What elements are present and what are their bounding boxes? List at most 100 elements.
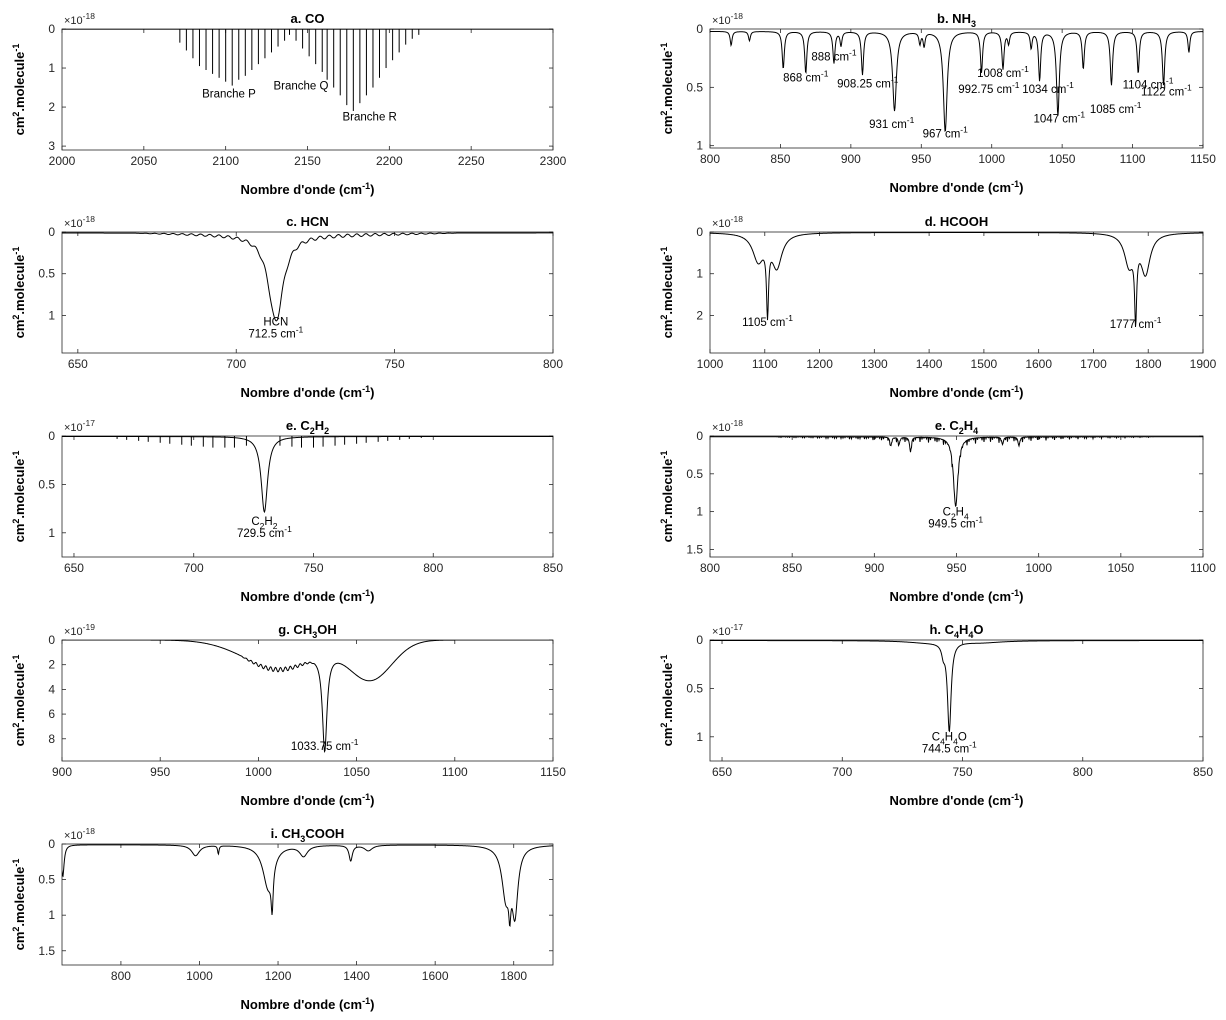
peak-annotation-wavenumber-superscript: -1 xyxy=(296,324,304,334)
y-exponent: ×10-18 xyxy=(712,214,743,230)
x-tick-label: 2250 xyxy=(458,154,485,168)
chart-panel-g: 900 950 1000 1050 1100 1150 0 2 4 6 8 ×10-19 g. CH3O… xyxy=(11,622,566,808)
x-axis-label-superscript: -1 xyxy=(1011,588,1019,598)
x-axis-label-close: ) xyxy=(1019,589,1023,604)
x-axis-label-superscript: -1 xyxy=(362,588,370,598)
x-tick-label: 750 xyxy=(385,357,405,371)
x-tick-label: 1000 xyxy=(1025,561,1052,575)
y-axis-label-text-2: .molecule xyxy=(12,867,27,927)
chart-title-text: d. HCOOH xyxy=(925,214,989,229)
peak-annotation-text: 1034 cm xyxy=(1022,84,1066,96)
y-exponent: ×10-18 xyxy=(64,214,95,230)
y-exponent-power: -17 xyxy=(83,418,96,428)
chart-title-subscript-2: 4 xyxy=(973,426,978,436)
x-tick-label: 2200 xyxy=(376,154,403,168)
peak-annotation: 1104 cm-1 xyxy=(1123,76,1174,92)
x-tick-label: 1000 xyxy=(186,969,213,983)
x-tick-label: 1100 xyxy=(1190,561,1216,575)
x-axis-label-superscript: -1 xyxy=(362,181,370,191)
x-axis-label-close: ) xyxy=(370,997,374,1012)
peak-annotation: 1008 cm-1 xyxy=(977,64,1029,80)
y-axis-label-text: cm xyxy=(12,932,27,951)
y-axis-label-text-2: .molecule xyxy=(12,52,27,112)
spectrum-line xyxy=(62,844,553,928)
y-tick-label: 1 xyxy=(696,139,703,153)
y-axis-label: cm2.molecule-1 xyxy=(659,247,675,339)
y-tick-label: 1 xyxy=(48,908,55,922)
y-axis-label-text: cm xyxy=(12,320,27,339)
y-exponent-base: ×10 xyxy=(712,626,731,638)
y-axis-label-superscript: 2 xyxy=(659,315,669,320)
chart-title: a. CO xyxy=(291,11,325,26)
peak-annotation-wavenumber: 949.5 cm-1 xyxy=(928,514,983,530)
chart-panel-i: 800 1000 1200 1400 1600 1800 0 0.5 1 1.5 ×10-18 i. … xyxy=(11,826,554,1012)
chart-title-text: c. HCN xyxy=(286,214,329,229)
x-axis-label-superscript: -1 xyxy=(362,996,370,1006)
spectrum-line xyxy=(710,30,1203,132)
y-axis-label-superscript-2: -1 xyxy=(11,451,21,459)
peak-annotation: 967 cm-1 xyxy=(923,125,969,141)
y-axis-label-text-2: .molecule xyxy=(12,663,27,723)
peak-annotation-text: 1104 cm xyxy=(1123,80,1166,92)
peak-annotation-superscript: -1 xyxy=(821,69,829,79)
y-axis-label-text: cm xyxy=(12,728,27,747)
x-tick-label: 950 xyxy=(911,152,931,166)
x-tick-label: 950 xyxy=(150,765,170,779)
x-axis-label-superscript: -1 xyxy=(362,384,370,394)
x-tick-label: 750 xyxy=(952,765,972,779)
y-axis-label-superscript-2: -1 xyxy=(659,655,669,663)
y-tick-label: 1 xyxy=(48,526,55,540)
y-tick-label: 0 xyxy=(48,225,55,239)
peak-annotation-superscript: -1 xyxy=(1078,109,1086,119)
y-axis-label-superscript-2: -1 xyxy=(659,43,669,51)
peak-annotation: C2H4 xyxy=(943,506,969,521)
peak-annotation-text: Branche Q xyxy=(273,81,328,93)
x-tick-label: 1150 xyxy=(1190,152,1216,166)
y-tick-label: 0 xyxy=(696,225,703,239)
series-group xyxy=(62,844,553,928)
x-tick-label: 1050 xyxy=(343,765,370,779)
y-exponent-base: ×10 xyxy=(64,626,83,638)
y-tick-label: 1 xyxy=(696,505,703,519)
y-tick-label: 3 xyxy=(48,139,55,153)
y-axis-label-superscript: 2 xyxy=(659,111,669,116)
y-axis-label: cm2.molecule-1 xyxy=(659,655,675,747)
x-tick-label: 800 xyxy=(111,969,131,983)
y-axis-label: cm2.molecule-1 xyxy=(11,247,27,339)
chart-title-text: e. C xyxy=(286,418,310,433)
y-exponent-power: -19 xyxy=(83,622,96,632)
y-axis-label-superscript: 2 xyxy=(11,519,21,524)
peak-annotation-subscript: 4 xyxy=(940,737,945,747)
peak-annotation-subscript-2: 2 xyxy=(273,521,278,531)
chart-title-subscript: 2 xyxy=(310,426,315,436)
peak-annotation-superscript: -1 xyxy=(960,125,968,135)
y-tick-label: 1 xyxy=(48,308,55,322)
x-axis-label-text: Nombre d'onde (cm xyxy=(241,997,363,1012)
x-axis-label: Nombre d'onde (cm-1) xyxy=(890,588,1024,604)
y-exponent: ×10-18 xyxy=(64,11,95,27)
y-axis-label-text-2: .molecule xyxy=(660,255,675,315)
x-tick-label: 1300 xyxy=(861,357,888,371)
x-axis-label-close: ) xyxy=(1019,180,1023,195)
y-exponent: ×10-17 xyxy=(712,622,743,638)
y-tick-label: 0.5 xyxy=(686,467,703,481)
peak-annotation: 1047 cm-1 xyxy=(1033,109,1085,125)
y-tick-label: 1 xyxy=(696,730,703,744)
x-axis-label-text: Nombre d'onde (cm xyxy=(241,589,363,604)
peak-annotation-text: 931 cm xyxy=(869,119,907,131)
spectrum-line xyxy=(62,232,553,322)
peak-annotation-text: 1122 cm xyxy=(1141,87,1184,99)
chart-title-subscript: 3 xyxy=(300,834,305,844)
y-tick-label: 1.5 xyxy=(686,542,703,556)
y-exponent-power: -18 xyxy=(83,214,96,224)
chart-title-text-2: H xyxy=(964,418,973,433)
x-axis-label: Nombre d'onde (cm-1) xyxy=(890,179,1024,195)
plot-area xyxy=(61,843,554,966)
x-tick-label: 1000 xyxy=(245,765,272,779)
series-group xyxy=(710,640,1203,733)
chart-title-text: a. CO xyxy=(291,11,325,26)
peak-annotation-superscript: -1 xyxy=(785,313,793,323)
peak-annotation: 931 cm-1 xyxy=(869,115,915,131)
x-axis-label-text: Nombre d'onde (cm xyxy=(241,793,363,808)
